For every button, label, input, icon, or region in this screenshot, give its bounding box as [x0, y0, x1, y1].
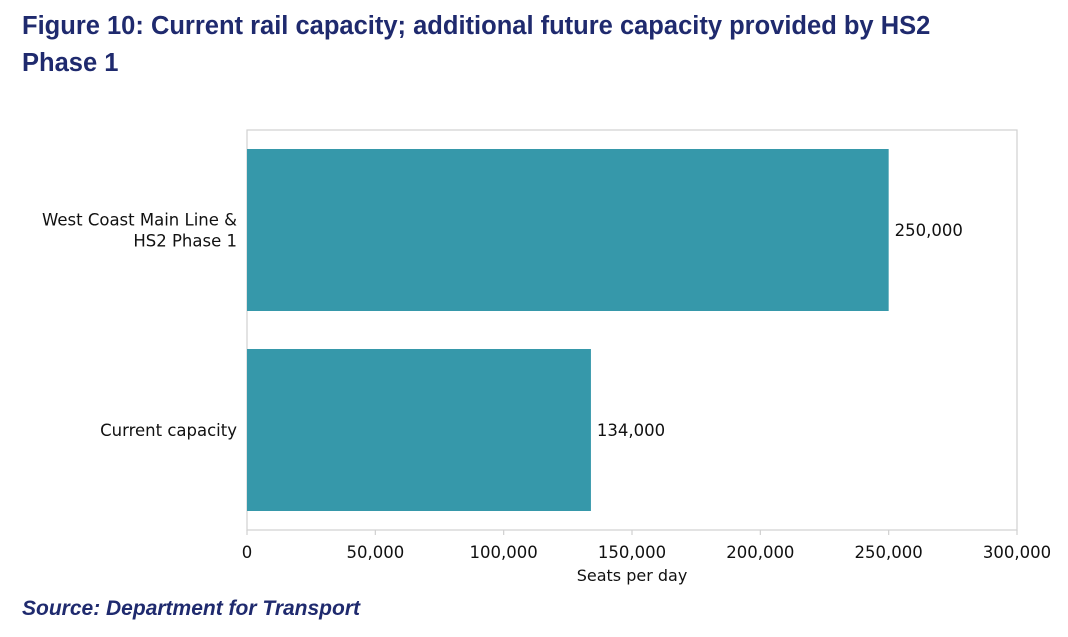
category-label-line: Current capacity	[100, 421, 237, 440]
x-axis-title: Seats per day	[577, 566, 688, 585]
category-labels-group: West Coast Main Line & HS2 Phase 1 Current…	[42, 211, 237, 441]
category-label-line: HS2 Phase 1	[133, 232, 237, 251]
figure-title-line-1: Figure 10: Current rail capacity; additi…	[22, 12, 931, 40]
x-tick-label: 100,000	[470, 543, 538, 562]
data-labels-group: 250,000 134,000	[597, 221, 963, 440]
x-tick-label: 200,000	[726, 543, 794, 562]
x-axis-ticks-group: 0 50,000 100,000 150,000 200,000 250,000 300,0…	[242, 530, 1051, 562]
data-label-1: 250,000	[895, 221, 963, 240]
figure-title-line-2: Phase 1	[22, 49, 119, 77]
data-label-2: 134,000	[597, 421, 665, 440]
category-label-2: Current capacity	[100, 421, 237, 440]
category-label-line: West Coast Main Line &	[42, 211, 237, 230]
x-tick-label: 50,000	[346, 543, 404, 562]
x-tick-label: 300,000	[983, 543, 1051, 562]
bar-2	[247, 349, 591, 511]
figure-title: Figure 10: Current rail capacity; additi…	[22, 8, 1042, 82]
x-tick-label: 150,000	[598, 543, 666, 562]
x-tick-label: 250,000	[855, 543, 923, 562]
bar-1	[247, 149, 889, 311]
bars-group	[247, 149, 889, 511]
x-tick-label: 0	[242, 543, 253, 562]
source-note: Source: Department for Transport	[22, 597, 360, 620]
category-label-1: West Coast Main Line & HS2 Phase 1	[42, 211, 237, 251]
